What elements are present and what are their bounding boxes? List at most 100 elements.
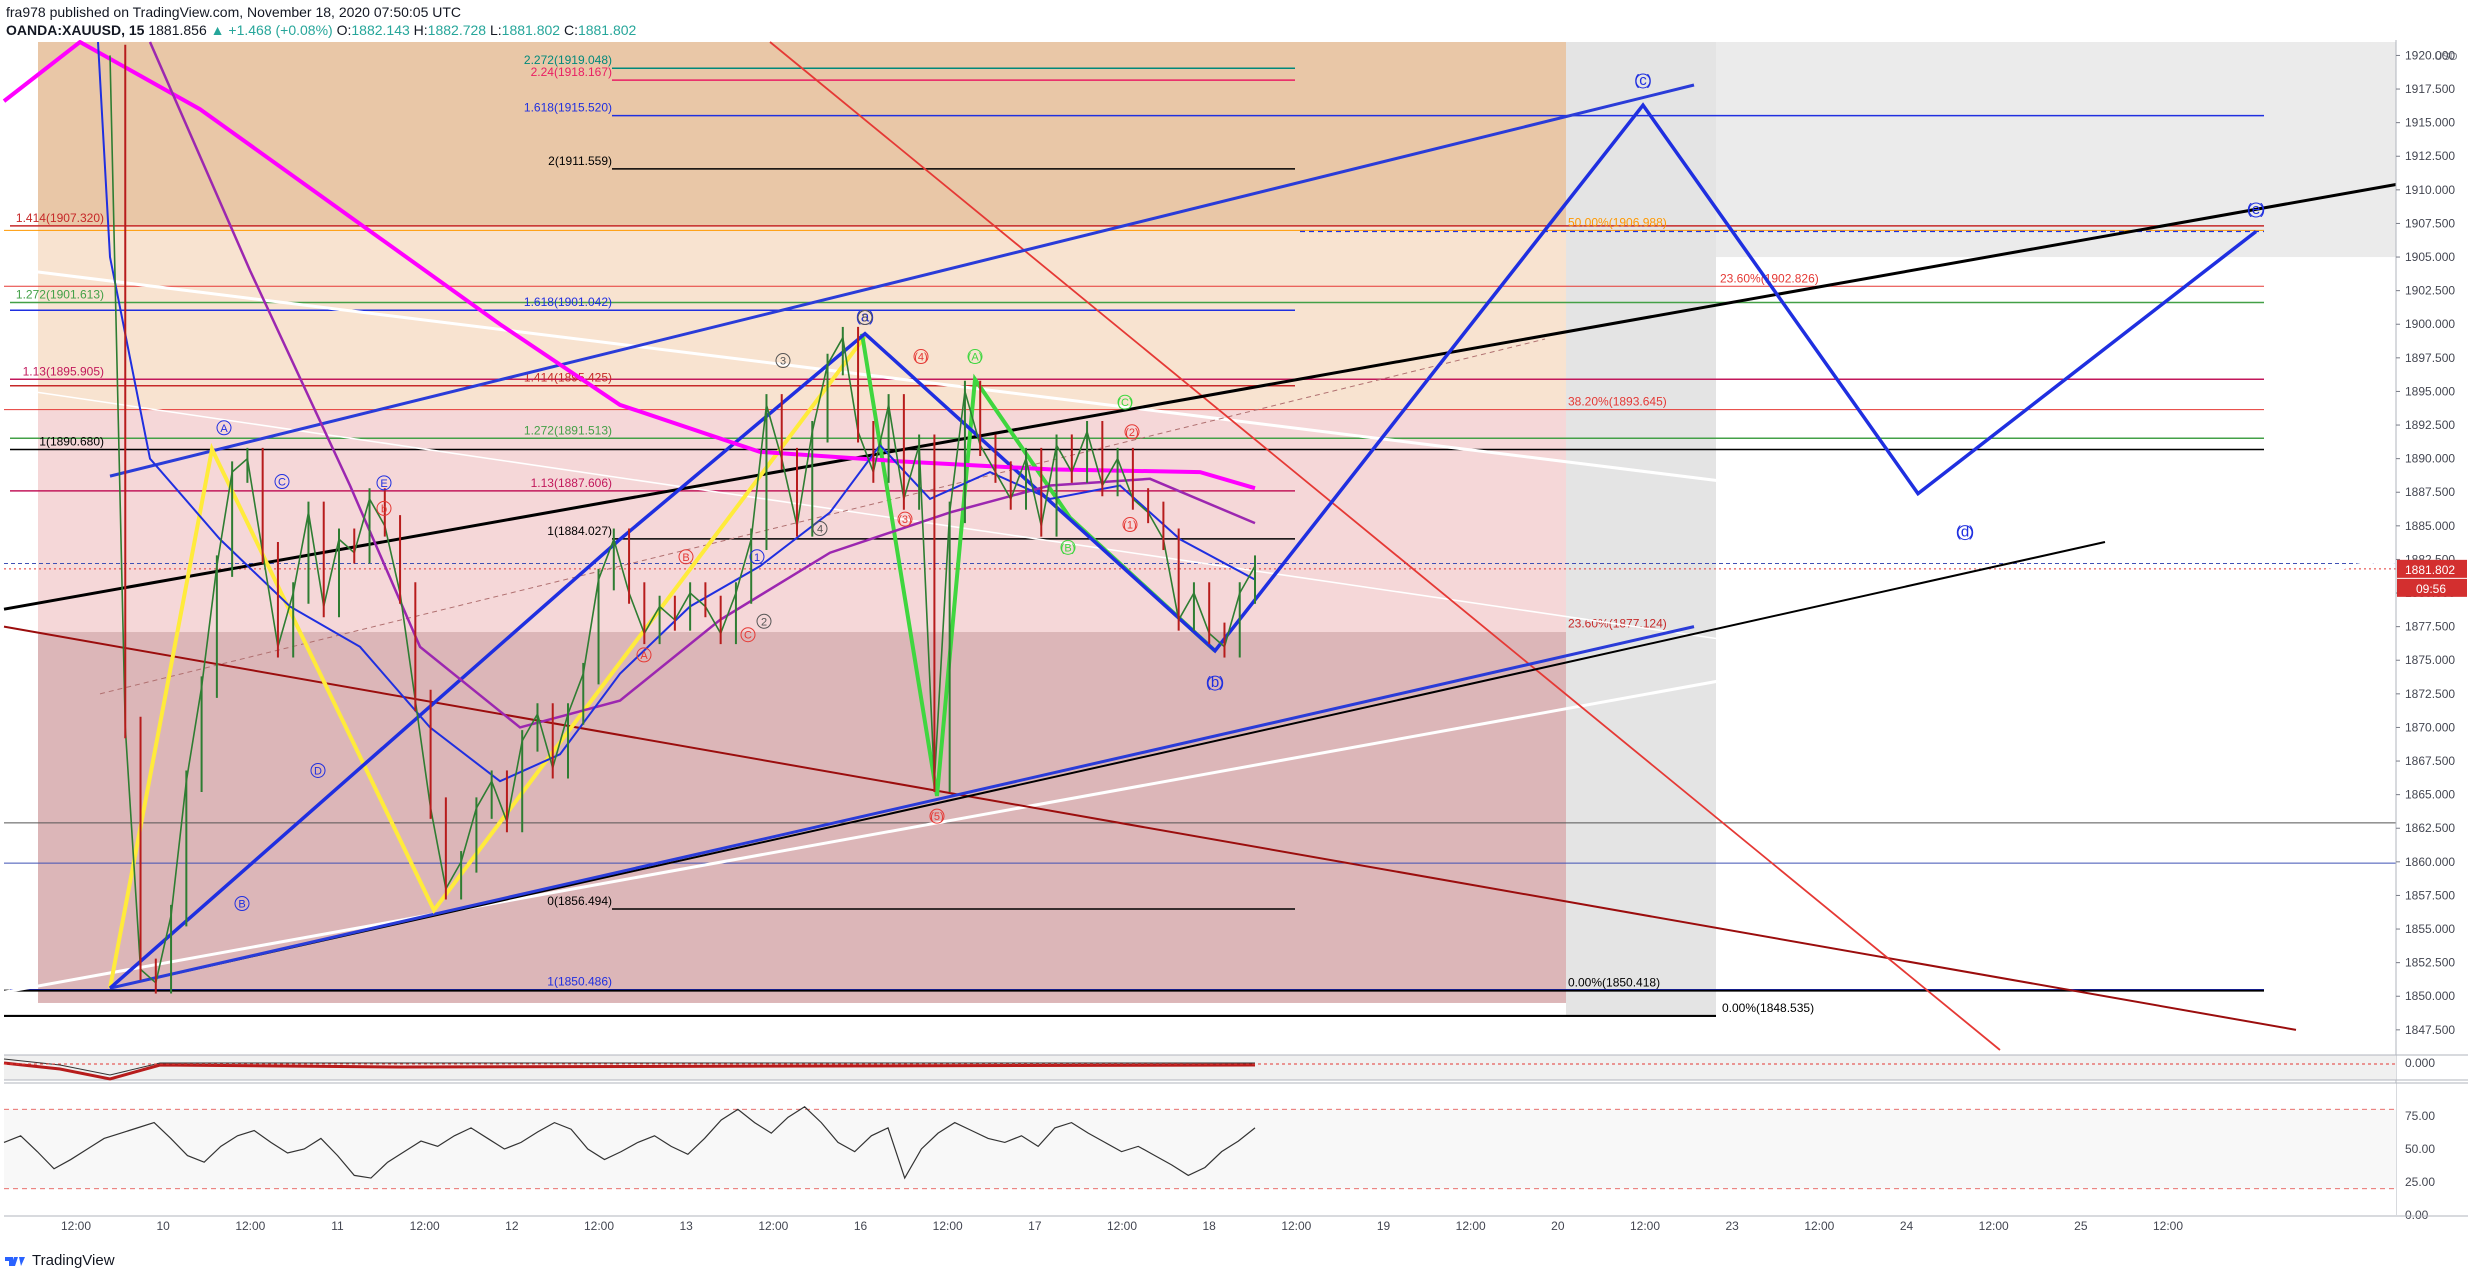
tradingview-logo-icon bbox=[5, 1257, 25, 1266]
wave-label-circle bbox=[216, 420, 232, 436]
wave-label-circle bbox=[1122, 517, 1138, 533]
close-value: 1881.802 bbox=[577, 22, 637, 38]
wave-label-circle bbox=[1207, 675, 1223, 691]
price-axis-bg bbox=[2396, 40, 2468, 1245]
time-axis-label: 13 bbox=[679, 1219, 693, 1233]
zone-mid-orange bbox=[38, 226, 1566, 411]
fib-level-label: 1.13(1895.905) bbox=[23, 364, 104, 378]
wave-label: 5 bbox=[862, 313, 868, 325]
fib-level-label: 1(1850.486) bbox=[547, 975, 612, 989]
wave-label: (1) bbox=[1123, 520, 1136, 532]
time-axis-label: 16 bbox=[854, 1219, 868, 1233]
footer: TradingView bbox=[4, 1248, 115, 1272]
time-axis-label: 12:00 bbox=[410, 1219, 440, 1233]
wave-label-circle bbox=[274, 474, 290, 490]
wave-label-circle bbox=[376, 500, 392, 516]
zone-darkpink bbox=[38, 632, 1566, 1003]
fib-right-label: 0.00%(1850.418) bbox=[1568, 976, 1660, 990]
price-series bbox=[109, 55, 1256, 985]
time-axis-label: 11 bbox=[331, 1219, 344, 1233]
indicator-axis-label: 0.000 bbox=[2405, 1056, 2435, 1070]
time-axis-label: 18 bbox=[1202, 1219, 1216, 1233]
wave-label: (5) bbox=[930, 811, 943, 823]
time-axis-label: 12:00 bbox=[61, 1219, 91, 1233]
fib-right-label: 50.00%(1906.988) bbox=[1568, 215, 1667, 229]
price-axis-tick-label: 1877.500 bbox=[2405, 620, 2455, 634]
fib-level-label: 1.13(1887.606) bbox=[531, 476, 612, 490]
fib-right-label: 38.20%(1893.645) bbox=[1568, 395, 1667, 409]
price-chart[interactable]: 2.272(1919.048)2.24(1918.167) 1.618(1915.… bbox=[0, 40, 2468, 1245]
rsi-axis-label: 0.00 bbox=[2405, 1208, 2429, 1222]
black-channel-upper bbox=[3, 182, 2397, 611]
fib-level-label: 1.414(1907.320) bbox=[16, 211, 104, 225]
wave-label: (C) bbox=[1117, 397, 1132, 409]
price-axis-tick-label: 1892.500 bbox=[2405, 418, 2455, 432]
wave-label-circle bbox=[310, 762, 326, 778]
fib-level-label: 1.618(1901.042) bbox=[524, 295, 612, 309]
wave-label-circle bbox=[1957, 525, 1973, 541]
red-downtrend-line bbox=[769, 41, 2001, 1051]
ma-purple bbox=[148, 41, 1256, 729]
rsi-axis-label: 25.00 bbox=[2405, 1175, 2435, 1189]
low-value: 1881.802 bbox=[501, 22, 561, 38]
wave-label-circle bbox=[636, 647, 652, 663]
symbol-label[interactable]: OANDA:XAUUSD, 15 bbox=[6, 22, 145, 38]
price-axis-tick-label: 1867.500 bbox=[2405, 754, 2455, 768]
price-axis-tick-label: 1872.500 bbox=[2405, 687, 2455, 701]
price-axis-tick-label: 1895.000 bbox=[2405, 384, 2455, 398]
rsi-axis-label: 50.00 bbox=[2405, 1142, 2435, 1156]
wave-label-circle bbox=[1124, 424, 1140, 440]
price-axis-tick-label: 1902.500 bbox=[2405, 284, 2455, 298]
wave-label-circle bbox=[2248, 202, 2264, 218]
wave-label-circle bbox=[775, 353, 791, 369]
wave-label: (2) bbox=[1125, 427, 1138, 439]
price-axis-tick-label: 1865.000 bbox=[2405, 788, 2455, 802]
wave-label: (3) bbox=[898, 514, 911, 526]
wave-label: C bbox=[744, 630, 752, 642]
time-axis-label: 12:00 bbox=[2153, 1219, 2183, 1233]
price-axis-tick-label: 1852.500 bbox=[2405, 956, 2455, 970]
price-tag-bg bbox=[2397, 559, 2467, 578]
time-axis-label: 23 bbox=[1725, 1219, 1739, 1233]
zone-grey bbox=[1566, 42, 1716, 1017]
white-trendline-thin bbox=[3, 386, 2397, 739]
high-value: 1882.728 bbox=[427, 22, 487, 38]
blue-channel-lower bbox=[109, 625, 1695, 990]
fib-level-label: 1.618(1915.520) bbox=[524, 101, 612, 115]
publisher-line: fra978 published on TradingView.com, Nov… bbox=[6, 4, 462, 20]
high-label: H: bbox=[413, 22, 428, 38]
time-axis-label: 19 bbox=[1377, 1219, 1391, 1233]
wave-label: 1 bbox=[754, 552, 760, 564]
zone-top-orange bbox=[38, 42, 1566, 227]
time-axis-label: 12:00 bbox=[758, 1219, 788, 1233]
wave-label: (B) bbox=[1061, 542, 1076, 554]
price-axis-tick-label: 1875.000 bbox=[2405, 653, 2455, 667]
price-axis-tick-label: 1860.000 bbox=[2405, 855, 2455, 869]
fib-level-label: 1.414(1895.425) bbox=[524, 371, 612, 385]
time-axis-label: 12:00 bbox=[235, 1219, 265, 1233]
wave-label: (4) bbox=[914, 352, 927, 364]
time-axis-label: 24 bbox=[1900, 1219, 1914, 1233]
wave-label: A bbox=[640, 650, 648, 662]
wave-label-circle bbox=[376, 475, 392, 491]
price-axis-tick-label: 1885.000 bbox=[2405, 519, 2455, 533]
wave-label: b bbox=[381, 503, 387, 515]
time-axis-label: 12:00 bbox=[1804, 1219, 1834, 1233]
wave-label-circle bbox=[857, 310, 873, 326]
time-axis-label: 25 bbox=[2074, 1219, 2088, 1233]
fib-level-label: 1(1890.680) bbox=[39, 435, 104, 449]
price-axis-tick-label: 1912.500 bbox=[2405, 149, 2455, 163]
wave-label-circle bbox=[234, 896, 250, 912]
fib-level-label: 1.272(1891.513) bbox=[524, 423, 612, 437]
price-axis-tick-label: 1855.000 bbox=[2405, 922, 2455, 936]
wave-label-circle bbox=[967, 349, 983, 365]
open-label: O: bbox=[336, 22, 352, 38]
wave-label-circle bbox=[1635, 73, 1651, 89]
wave-label-circle bbox=[1117, 394, 1133, 410]
fib-right-label: 0.00%(1848.535) bbox=[1722, 1001, 1814, 1015]
darkred-trendline bbox=[3, 625, 2297, 1031]
ma-magenta bbox=[2, 40, 1256, 491]
wave-label: A bbox=[220, 423, 228, 435]
chart-header: fra978 published on TradingView.com, Nov… bbox=[0, 0, 2468, 40]
wave-label: B bbox=[682, 552, 689, 564]
